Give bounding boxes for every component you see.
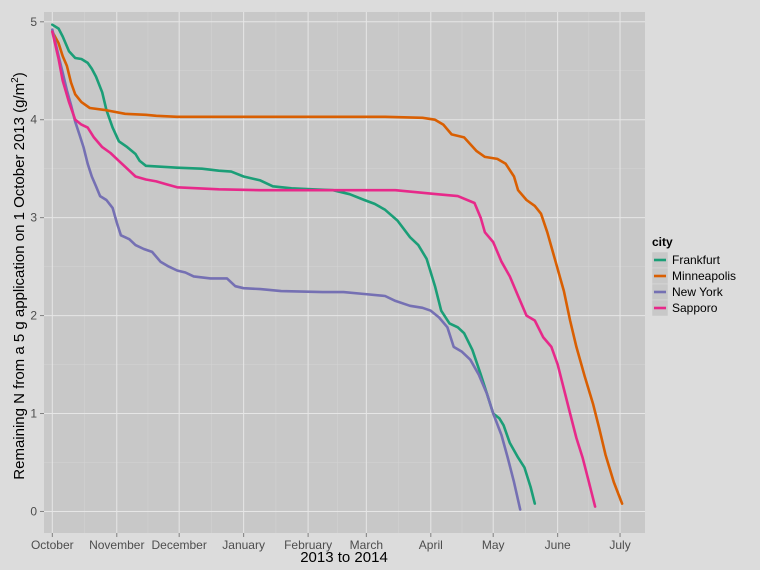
y-tick-label: 1: [30, 407, 37, 421]
y-axis-title: Remaining N from a 5 g application on 1 …: [10, 72, 28, 479]
grid-major: [44, 12, 645, 533]
x-tick-label: May: [482, 538, 505, 552]
legend: city Frankfurt Minneapolis New York Sapporo: [651, 235, 736, 317]
x-tick-label: December: [151, 538, 206, 552]
x-tick-label: November: [89, 538, 144, 552]
y-axis-ticks: 0 1 2 3 4 5: [30, 15, 44, 518]
y-tick-label: 0: [30, 504, 37, 518]
x-tick-label: October: [31, 538, 74, 552]
y-axis-title-main: Remaining N from a 5 g application on 1 …: [11, 100, 28, 480]
y-axis-title-unit: m: [11, 83, 28, 96]
x-tick-label: January: [222, 538, 265, 552]
y-tick-label: 3: [30, 211, 37, 225]
legend-label-minneapolis: Minneapolis: [672, 269, 736, 283]
y-tick-label: 4: [30, 113, 37, 127]
y-tick-label: 5: [30, 15, 37, 29]
x-tick-label: February: [284, 538, 332, 552]
series-line-minneapolis: [51, 30, 624, 505]
y-tick-label: 2: [30, 309, 37, 323]
legend-label-frankfurt: Frankfurt: [672, 253, 721, 267]
legend-title: city: [652, 235, 673, 249]
x-tick-label: March: [350, 538, 383, 552]
x-axis-title: 2013 to 2014: [300, 549, 388, 566]
legend-label-sapporo: Sapporo: [672, 301, 718, 315]
legend-items: Frankfurt Minneapolis New York Sapporo: [651, 251, 736, 317]
x-tick-label: June: [545, 538, 571, 552]
y-axis-title-slash: /: [11, 95, 28, 100]
plot-panel: [44, 12, 645, 533]
series-layer: [51, 23, 624, 511]
series-line-new-york: [51, 28, 522, 511]
series-line-sapporo: [51, 30, 597, 508]
legend-label-new-york: New York: [672, 285, 724, 299]
x-axis-ticks: October November December January February Ma…: [31, 533, 631, 552]
x-tick-label: July: [609, 538, 630, 552]
y-axis-title-exponent: 2: [10, 77, 21, 83]
x-tick-label: April: [419, 538, 443, 552]
y-axis-title-close: ): [11, 72, 28, 77]
grid-minor: [44, 12, 645, 533]
